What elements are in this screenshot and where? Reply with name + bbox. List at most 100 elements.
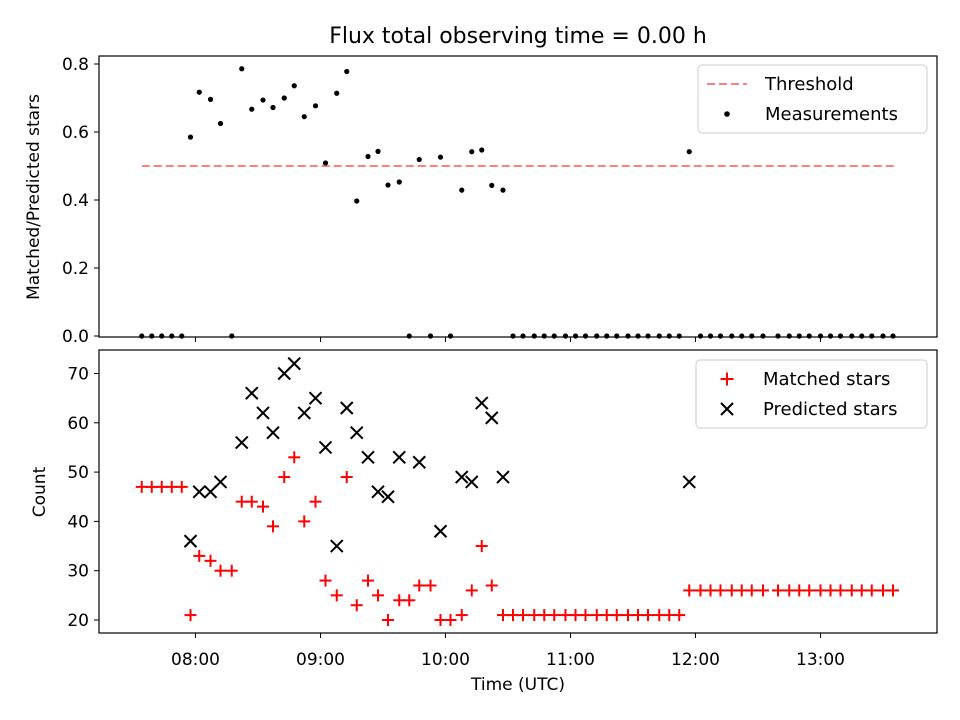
measurement-point: [520, 333, 526, 339]
chart-title: Flux total observing time = 0.00 h: [329, 24, 707, 49]
count-y-tick-label: 20: [67, 611, 89, 631]
matched-star-point: [757, 584, 769, 597]
matched-star-point: [485, 579, 498, 592]
measurement-point: [437, 154, 444, 160]
measurement-point: [656, 333, 662, 339]
matched-star-point: [193, 549, 206, 562]
measurement-point: [666, 333, 672, 339]
measurement-point: [749, 333, 755, 339]
ratio-y-label: Matched/Predicted stars: [24, 94, 44, 300]
predicted-star-point: [318, 440, 333, 455]
matched-star-point: [424, 579, 437, 592]
measurement-point: [354, 198, 360, 204]
measurement-point: [149, 333, 155, 339]
matched-star-point: [887, 584, 899, 597]
measurement-point: [344, 68, 350, 75]
ratio-y-tick-label: 0.0: [62, 327, 89, 347]
matched-star-point: [340, 471, 353, 484]
predicted-star-point: [213, 475, 228, 489]
predicted-star-point: [455, 470, 469, 484]
matched-star-point: [772, 584, 784, 597]
matched-star-point: [803, 584, 816, 597]
ratio-x-ticks: [195, 337, 821, 342]
matched-star-point: [745, 584, 758, 597]
matched-star-point: [382, 614, 394, 626]
measurement-point: [625, 333, 631, 339]
measurement-point: [139, 333, 145, 339]
measurement-point: [469, 149, 475, 155]
measurement-point: [291, 83, 297, 89]
matched-star-point: [865, 584, 878, 597]
predicted-star-point: [256, 406, 270, 420]
x-tick-label: 08:00: [171, 650, 220, 670]
matched-star-point: [455, 609, 468, 622]
measurement-point: [207, 96, 214, 102]
measurement-point: [760, 333, 766, 339]
matched-star-point: [267, 520, 279, 533]
x-tick-label: 12:00: [671, 650, 720, 670]
measurement-point: [786, 333, 792, 339]
matched-star-point: [288, 451, 301, 464]
measurement-point: [531, 333, 537, 339]
predicted-star-point: [371, 485, 385, 499]
measurement-point: [806, 333, 812, 339]
measurement-point: [260, 97, 266, 103]
measurement-point: [541, 333, 547, 339]
measurement-point: [645, 333, 651, 339]
measurement-point: [739, 333, 745, 339]
measurement-point: [385, 182, 391, 188]
predicted-star-point: [330, 539, 344, 553]
measurement-point: [375, 148, 381, 154]
matched-star-point: [257, 500, 269, 513]
measurement-point: [859, 333, 865, 339]
matched-star-point: [350, 599, 363, 612]
matched-star-point: [204, 554, 217, 567]
legend-matched-label: Matched stars: [763, 369, 890, 390]
x-axis-label: Time (UTC): [470, 675, 565, 695]
count-y-tick-label: 30: [67, 562, 89, 582]
matched-star-point: [362, 574, 374, 587]
measurement-point: [562, 333, 569, 339]
measurement-point: [334, 90, 340, 96]
count-legend: Matched stars Predicted stars: [695, 359, 928, 429]
x-tick-label: 13:00: [796, 650, 845, 670]
matched-star-point: [225, 564, 238, 577]
predicted-star-point: [266, 425, 280, 440]
measurement-point: [270, 104, 276, 111]
matched-star-point: [714, 584, 727, 597]
predicted-star-point: [350, 425, 364, 440]
measurement-point: [510, 333, 516, 339]
matched-star-point: [475, 540, 488, 553]
measurement-point: [676, 333, 682, 339]
predicted-star-point: [485, 411, 499, 425]
ratio-y-tick-label: 0.6: [62, 123, 89, 143]
predicted-star-point: [496, 470, 510, 484]
count-y-ticks: 20 30 40 50 60 70: [67, 365, 99, 631]
measurement-point: [169, 333, 175, 339]
measurement-point: [635, 333, 641, 339]
ratio-y-tick-label: 0.8: [62, 55, 89, 75]
count-marks: [135, 356, 899, 626]
measurement-point: [365, 153, 371, 160]
measurement-point: [179, 333, 185, 339]
legend-threshold-label: Threshold: [764, 74, 854, 95]
matched-star-point: [579, 609, 592, 622]
predicted-star-point: [245, 386, 259, 400]
predicted-star-point: [183, 534, 198, 548]
matched-star-point: [610, 609, 623, 622]
matched-star-point: [372, 589, 384, 602]
matched-star-point: [330, 589, 343, 602]
matched-star-point: [298, 515, 311, 528]
measurement-point: [416, 156, 422, 163]
predicted-star-point: [235, 435, 249, 450]
measurement-point: [239, 66, 245, 72]
measurement-point: [729, 333, 735, 339]
measurement-point: [869, 333, 875, 339]
legend-predicted-label: Predicted stars: [763, 399, 897, 420]
measurement-point: [322, 160, 329, 166]
x-tick-label: 11:00: [546, 650, 595, 670]
measurement-point: [582, 333, 589, 339]
matched-star-point: [548, 609, 561, 622]
measurement-point: [301, 114, 307, 120]
